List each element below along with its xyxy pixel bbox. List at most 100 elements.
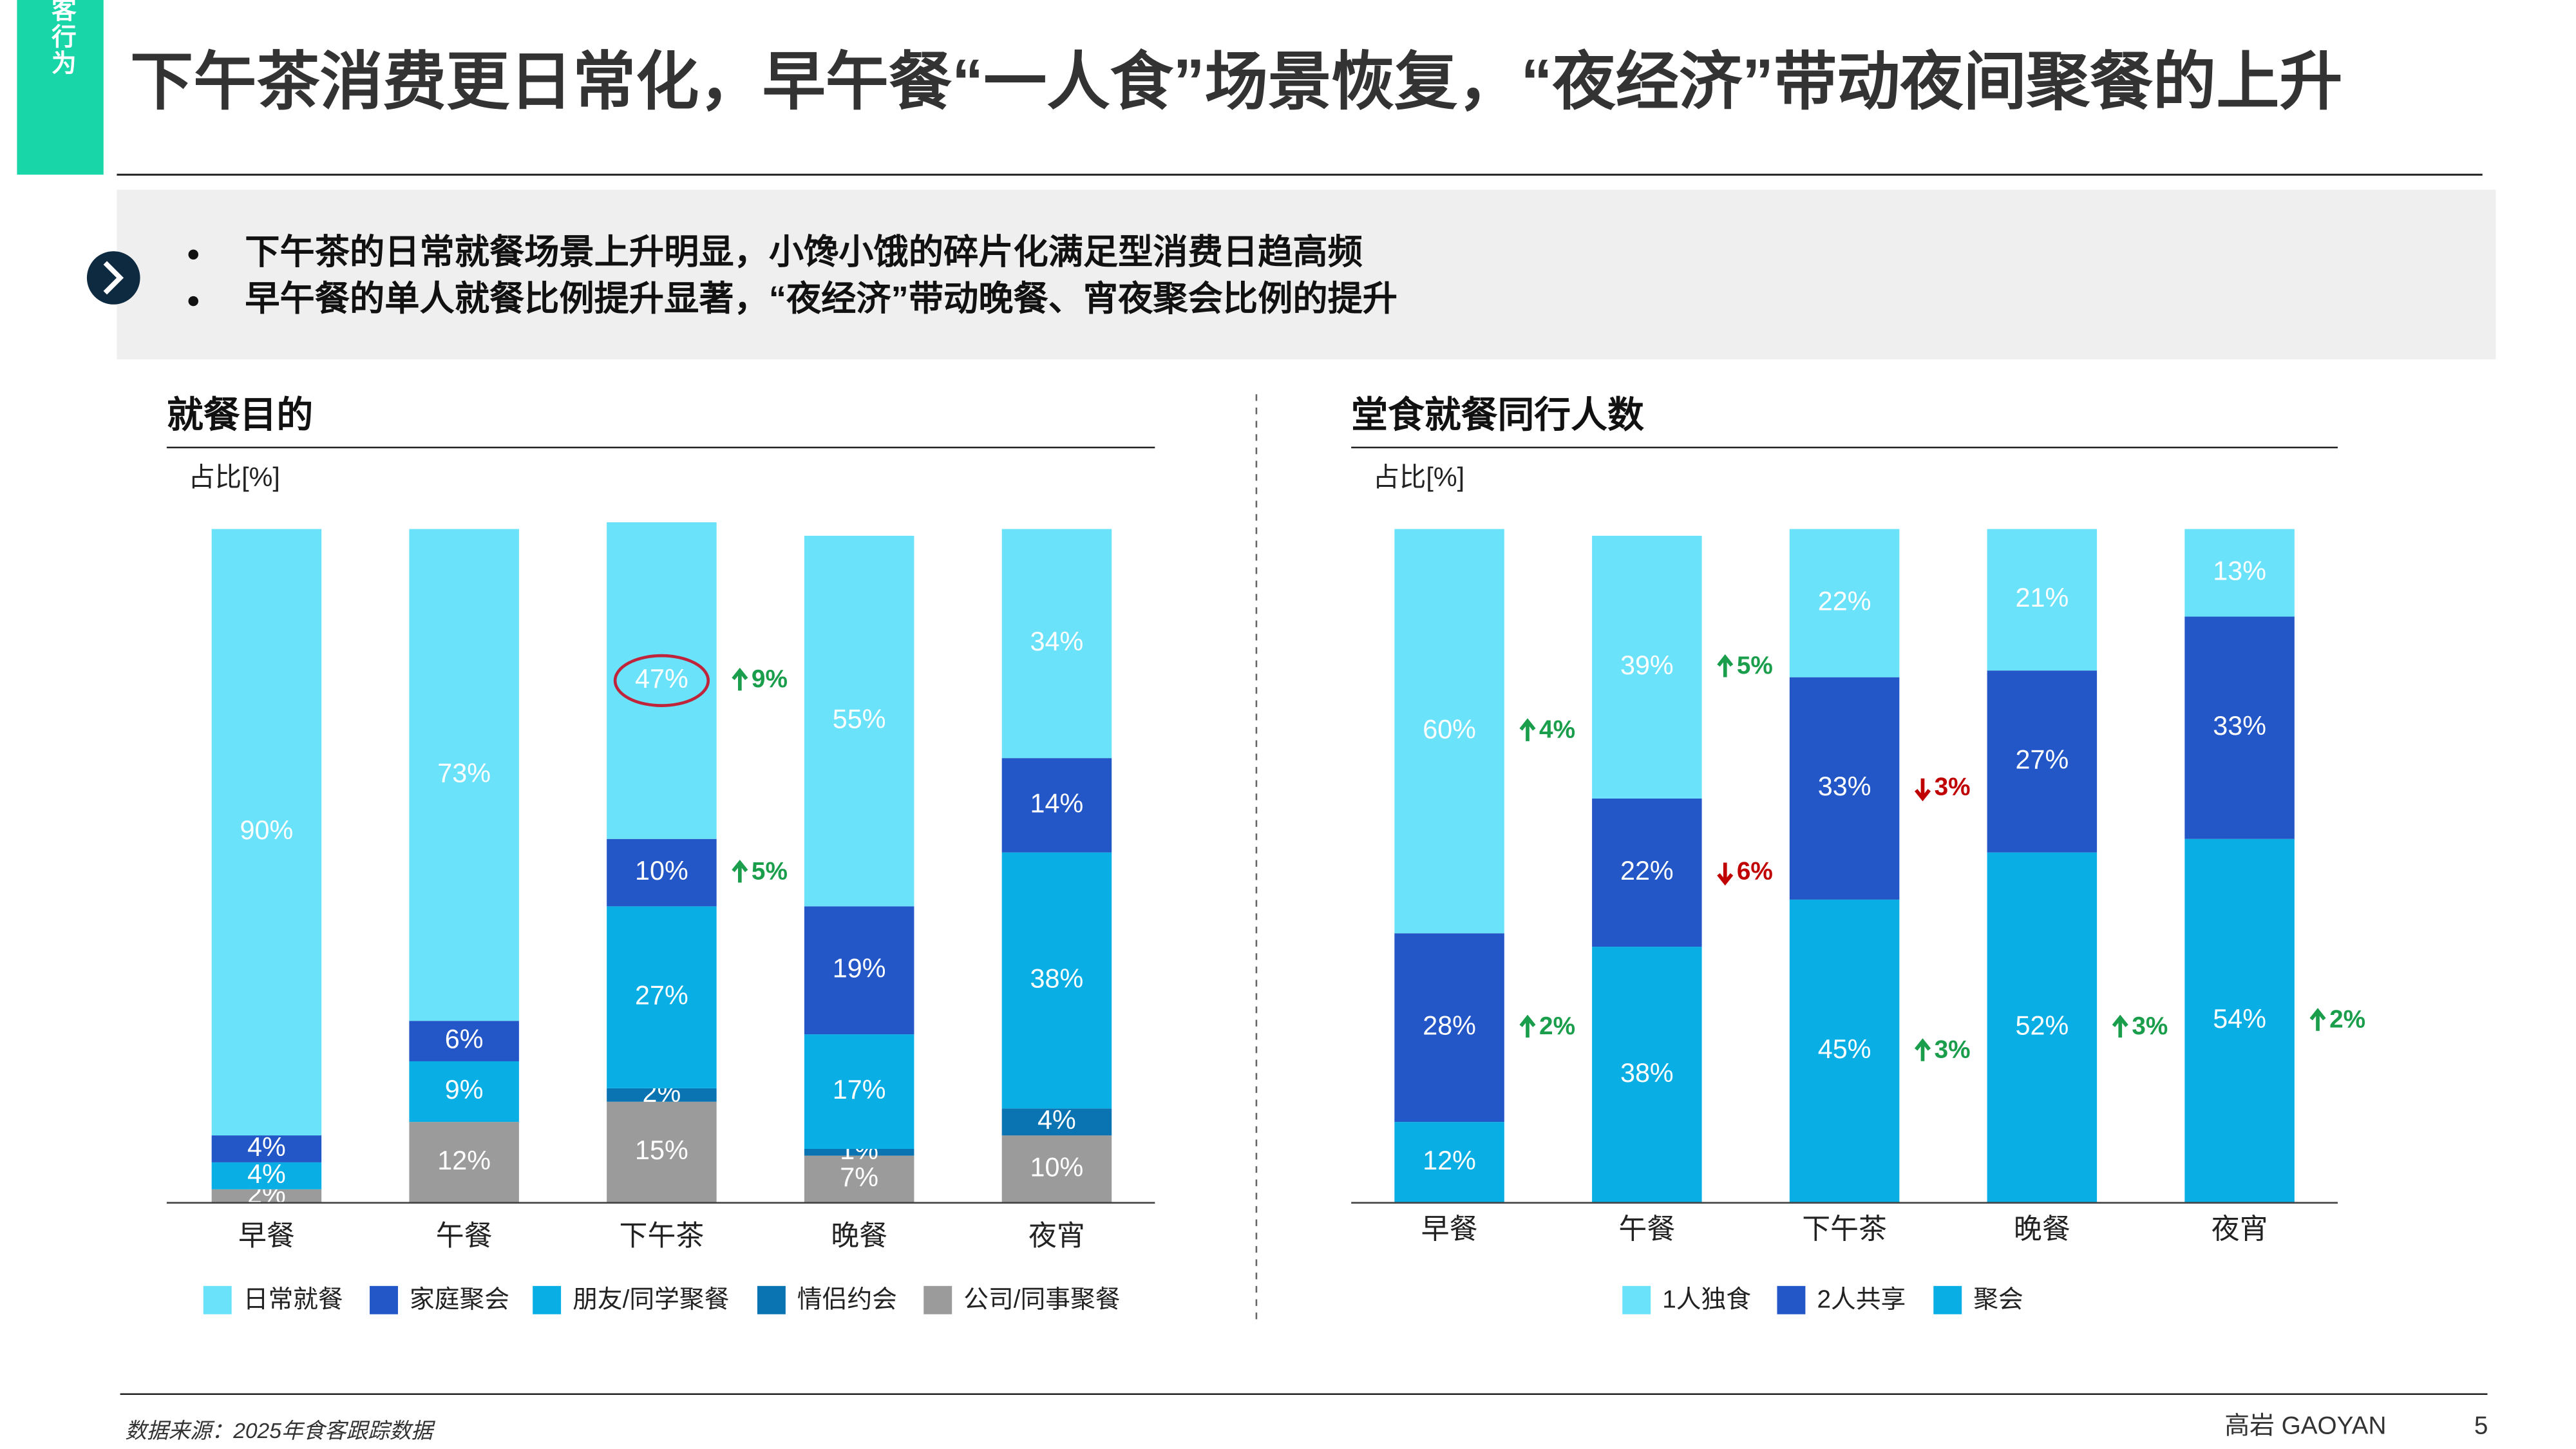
value-label: 4% xyxy=(247,1159,286,1189)
bar-segment xyxy=(1001,758,1112,853)
value-label: 33% xyxy=(1818,772,1871,801)
highlight-circle xyxy=(613,654,710,707)
value-label: 19% xyxy=(833,954,886,983)
legend-label: 日常就餐 xyxy=(243,1285,343,1313)
legend-swatch xyxy=(1622,1285,1651,1314)
bar-segment xyxy=(1394,933,1504,1122)
legend-label: 情侣约会 xyxy=(797,1285,897,1313)
legend-swatch xyxy=(1777,1285,1806,1314)
value-label: 15% xyxy=(635,1135,688,1165)
x-tick-label: 下午茶 xyxy=(1802,1213,1887,1245)
value-label: 34% xyxy=(1030,627,1084,656)
value-label: 17% xyxy=(833,1075,886,1104)
bar-segment xyxy=(1789,529,1900,677)
bullet-text: 下午茶的日常就餐场景上升明显，小馋小饿的碎片化满足型消费日趋高频 xyxy=(245,233,1362,272)
legend-swatch xyxy=(1933,1285,1962,1314)
x-tick-label: 晚餐 xyxy=(2014,1213,2070,1245)
value-label: 47% xyxy=(635,664,688,694)
bullet-text: 早午餐的单人就餐比例提升显著，“夜经济”带动晚餐、宵夜聚会比例的提升 xyxy=(245,279,1397,318)
change-arrow xyxy=(732,667,748,691)
change-arrow xyxy=(1717,654,1734,677)
tag-box xyxy=(17,0,104,175)
x-tick-label: 下午茶 xyxy=(620,1220,705,1252)
change-label: 4% xyxy=(1539,716,1575,744)
value-label: 55% xyxy=(833,705,886,734)
bullet-dot xyxy=(188,249,198,260)
legend-swatch xyxy=(757,1285,786,1314)
value-label: 28% xyxy=(1423,1011,1476,1041)
x-tick-label: 午餐 xyxy=(436,1220,493,1252)
change-label: 5% xyxy=(752,857,788,885)
x-tick-label: 早餐 xyxy=(238,1220,295,1252)
x-tick-label: 夜宵 xyxy=(2211,1213,2268,1245)
bar-segment xyxy=(607,1088,717,1102)
bar-segment xyxy=(409,1061,519,1122)
chart-title: 堂食就餐同行人数 xyxy=(1351,395,1644,435)
value-label: 38% xyxy=(1620,1058,1674,1088)
change-arrow xyxy=(732,859,748,883)
value-label: 60% xyxy=(1423,714,1476,744)
value-label: 10% xyxy=(1030,1152,1084,1182)
bullet-dot xyxy=(188,296,198,307)
change-arrow xyxy=(1519,1014,1536,1038)
change-arrow xyxy=(1914,1038,1931,1061)
legend-label: 聚会 xyxy=(1973,1285,2023,1313)
value-label: 22% xyxy=(1818,586,1871,616)
value-label: 38% xyxy=(1030,963,1084,993)
value-label: 54% xyxy=(2213,1004,2266,1034)
bar-segment xyxy=(1001,529,1112,759)
value-label: 27% xyxy=(635,981,688,1010)
value-label: 45% xyxy=(1818,1034,1871,1064)
value-label: 9% xyxy=(445,1075,484,1104)
y-axis-label: 占比[%] xyxy=(188,462,279,492)
value-label: 52% xyxy=(2015,1011,2069,1041)
bar-segment xyxy=(409,1122,519,1203)
change-arrow xyxy=(2112,1014,2128,1038)
chevron xyxy=(103,261,124,295)
value-label: 13% xyxy=(2213,556,2266,585)
bar-segment xyxy=(1592,535,1702,799)
change-label: 3% xyxy=(2132,1012,2168,1040)
value-label: 27% xyxy=(2015,744,2069,774)
chevron-badge xyxy=(86,251,140,305)
change-label: 5% xyxy=(1737,652,1773,679)
bar-segment xyxy=(1987,529,2098,671)
legend-label: 2人共享 xyxy=(1817,1285,1906,1313)
change-arrow xyxy=(1914,778,1931,802)
source: 数据来源：2025年食客跟踪数据 xyxy=(125,1419,435,1443)
bar-segment xyxy=(2184,838,2295,1203)
change-label: 3% xyxy=(1935,1036,1971,1064)
chart-title: 就餐目的 xyxy=(167,395,313,435)
value-label: 6% xyxy=(445,1025,484,1054)
x-tick-label: 早餐 xyxy=(1421,1213,1478,1245)
bar-segment xyxy=(1001,1108,1112,1136)
change-label: 6% xyxy=(1737,857,1773,885)
bar-segment xyxy=(409,529,519,1021)
bar-segment xyxy=(211,1189,322,1203)
change-label: 3% xyxy=(1935,773,1971,800)
x-tick-label: 夜宵 xyxy=(1028,1220,1085,1252)
bar-segment xyxy=(1789,899,1900,1203)
bar-segment xyxy=(211,529,322,1136)
legend-label: 家庭聚会 xyxy=(410,1285,509,1313)
value-label: 12% xyxy=(437,1146,491,1175)
bar-segment xyxy=(1001,852,1112,1109)
value-label: 14% xyxy=(1030,788,1084,818)
value-label: 21% xyxy=(2015,583,2069,612)
bar-segment xyxy=(211,1162,322,1189)
bar-segment xyxy=(607,1101,717,1203)
bar-segment xyxy=(804,535,914,907)
legend-label: 朋友/同学聚餐 xyxy=(573,1285,729,1313)
bar-segment xyxy=(607,838,717,907)
legend-label: 公司/同事聚餐 xyxy=(963,1285,1120,1313)
bar-segment xyxy=(804,1155,914,1203)
value-label: 7% xyxy=(840,1162,878,1192)
bar-segment xyxy=(1987,670,2098,853)
bar-segment xyxy=(804,1034,914,1149)
bar-segment xyxy=(607,522,717,839)
bar-segment xyxy=(804,906,914,1035)
tag-text: 食客行为 xyxy=(48,0,76,77)
bar-segment xyxy=(1394,1122,1504,1203)
